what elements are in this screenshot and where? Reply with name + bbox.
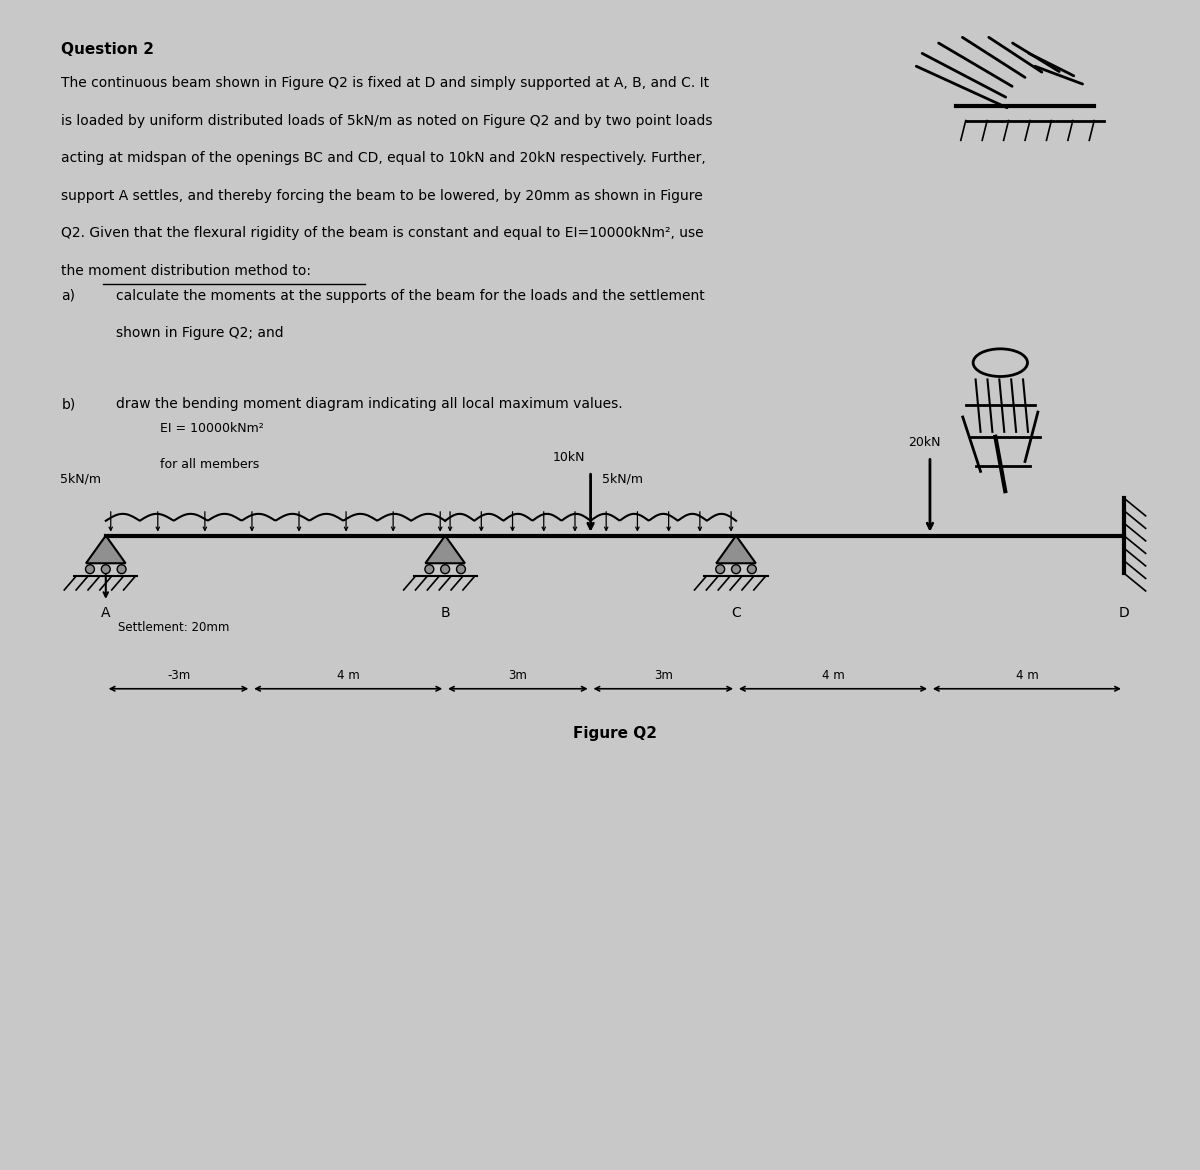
Text: Q2. Given that the flexural rigidity of the beam is constant and equal to EI=100: Q2. Given that the flexural rigidity of …	[61, 226, 704, 240]
Polygon shape	[86, 536, 126, 563]
Circle shape	[118, 565, 126, 573]
Text: calculate the moments at the supports of the beam for the loads and the settleme: calculate the moments at the supports of…	[115, 289, 704, 303]
Text: 3m: 3m	[509, 669, 527, 682]
Text: Figure Q2: Figure Q2	[572, 727, 656, 742]
Polygon shape	[716, 536, 756, 563]
Text: Question 2: Question 2	[61, 41, 155, 56]
Text: for all members: for all members	[160, 457, 259, 472]
Text: EI = 10000kNm²: EI = 10000kNm²	[160, 422, 264, 435]
Circle shape	[85, 565, 95, 573]
Text: -3m: -3m	[167, 669, 190, 682]
Text: 20kN: 20kN	[908, 435, 941, 448]
Text: D: D	[1118, 606, 1129, 620]
Text: 4 m: 4 m	[337, 669, 360, 682]
Text: a): a)	[61, 289, 76, 303]
Circle shape	[748, 565, 756, 573]
Text: A: A	[101, 606, 110, 620]
Circle shape	[456, 565, 466, 573]
Circle shape	[715, 565, 725, 573]
Text: shown in Figure Q2; and: shown in Figure Q2; and	[115, 326, 283, 340]
Text: 5kN/m: 5kN/m	[602, 473, 643, 486]
Text: B: B	[440, 606, 450, 620]
Circle shape	[425, 565, 433, 573]
Text: The continuous beam shown in Figure Q2 is fixed at D and simply supported at A, : The continuous beam shown in Figure Q2 i…	[61, 76, 709, 90]
Text: is loaded by uniform distributed loads of 5kN/m as noted on Figure Q2 and by two: is loaded by uniform distributed loads o…	[61, 113, 713, 128]
Text: C: C	[731, 606, 740, 620]
Text: acting at midspan of the openings BC and CD, equal to 10kN and 20kN respectively: acting at midspan of the openings BC and…	[61, 151, 706, 165]
Text: 4 m: 4 m	[1015, 669, 1038, 682]
Text: 5kN/m: 5kN/m	[60, 473, 101, 486]
Text: draw the bending moment diagram indicating all local maximum values.: draw the bending moment diagram indicati…	[115, 398, 623, 412]
Circle shape	[440, 565, 450, 573]
Circle shape	[732, 565, 740, 573]
Text: 10kN: 10kN	[553, 452, 586, 464]
Text: support A settles, and thereby forcing the beam to be lowered, by 20mm as shown : support A settles, and thereby forcing t…	[61, 188, 703, 202]
Circle shape	[101, 565, 110, 573]
Text: Settlement: 20mm: Settlement: 20mm	[118, 620, 229, 634]
Polygon shape	[425, 536, 464, 563]
Text: 3m: 3m	[654, 669, 673, 682]
Text: b): b)	[61, 398, 76, 412]
Text: the moment distribution method to:: the moment distribution method to:	[61, 264, 311, 277]
Text: 4 m: 4 m	[822, 669, 845, 682]
